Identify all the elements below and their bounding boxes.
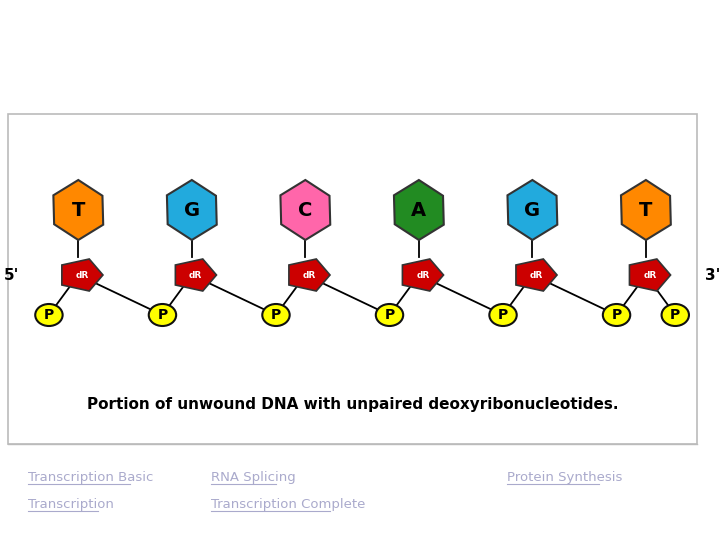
Ellipse shape [149,304,176,326]
Polygon shape [280,180,330,240]
Polygon shape [621,180,671,240]
Polygon shape [62,259,103,291]
Text: P: P [498,308,508,322]
Polygon shape [167,180,217,240]
Text: dR: dR [643,271,657,280]
Text: dR: dR [302,271,316,280]
Text: G: G [524,200,541,219]
Text: dR: dR [416,271,429,280]
Text: 5': 5' [4,267,19,282]
Ellipse shape [35,304,63,326]
Polygon shape [289,259,330,291]
Text: P: P [44,308,54,322]
FancyBboxPatch shape [8,114,697,444]
Text: C: C [298,200,312,219]
Text: P: P [611,308,621,322]
Text: dR: dR [189,271,202,280]
Text: 3': 3' [705,267,720,282]
Text: Transcription Basic: Transcription Basic [28,471,153,484]
Ellipse shape [662,304,689,326]
Text: Transcription Complete: Transcription Complete [212,498,366,511]
Text: dR: dR [530,271,543,280]
Ellipse shape [376,304,403,326]
Polygon shape [402,259,444,291]
Polygon shape [516,259,557,291]
Text: dR: dR [76,271,89,280]
Polygon shape [394,180,444,240]
Text: P: P [158,308,168,322]
Text: Portion of unwound DNA with unpaired deoxyribonucleotides.: Portion of unwound DNA with unpaired deo… [86,397,618,413]
Polygon shape [508,180,557,240]
Polygon shape [176,259,217,291]
Text: Transcription: Transcription [28,498,114,511]
Text: G: G [184,200,200,219]
Polygon shape [629,259,670,291]
Text: T: T [71,200,85,219]
Text: P: P [271,308,281,322]
Ellipse shape [262,304,289,326]
Text: A: A [411,200,426,219]
Text: Protein Synthesis: Protein Synthesis [508,471,623,484]
Text: T: T [639,200,652,219]
Text: RNA Splicing: RNA Splicing [212,471,296,484]
Ellipse shape [603,304,630,326]
Text: P: P [670,308,680,322]
Polygon shape [53,180,103,240]
Text: P: P [384,308,395,322]
Ellipse shape [490,304,517,326]
